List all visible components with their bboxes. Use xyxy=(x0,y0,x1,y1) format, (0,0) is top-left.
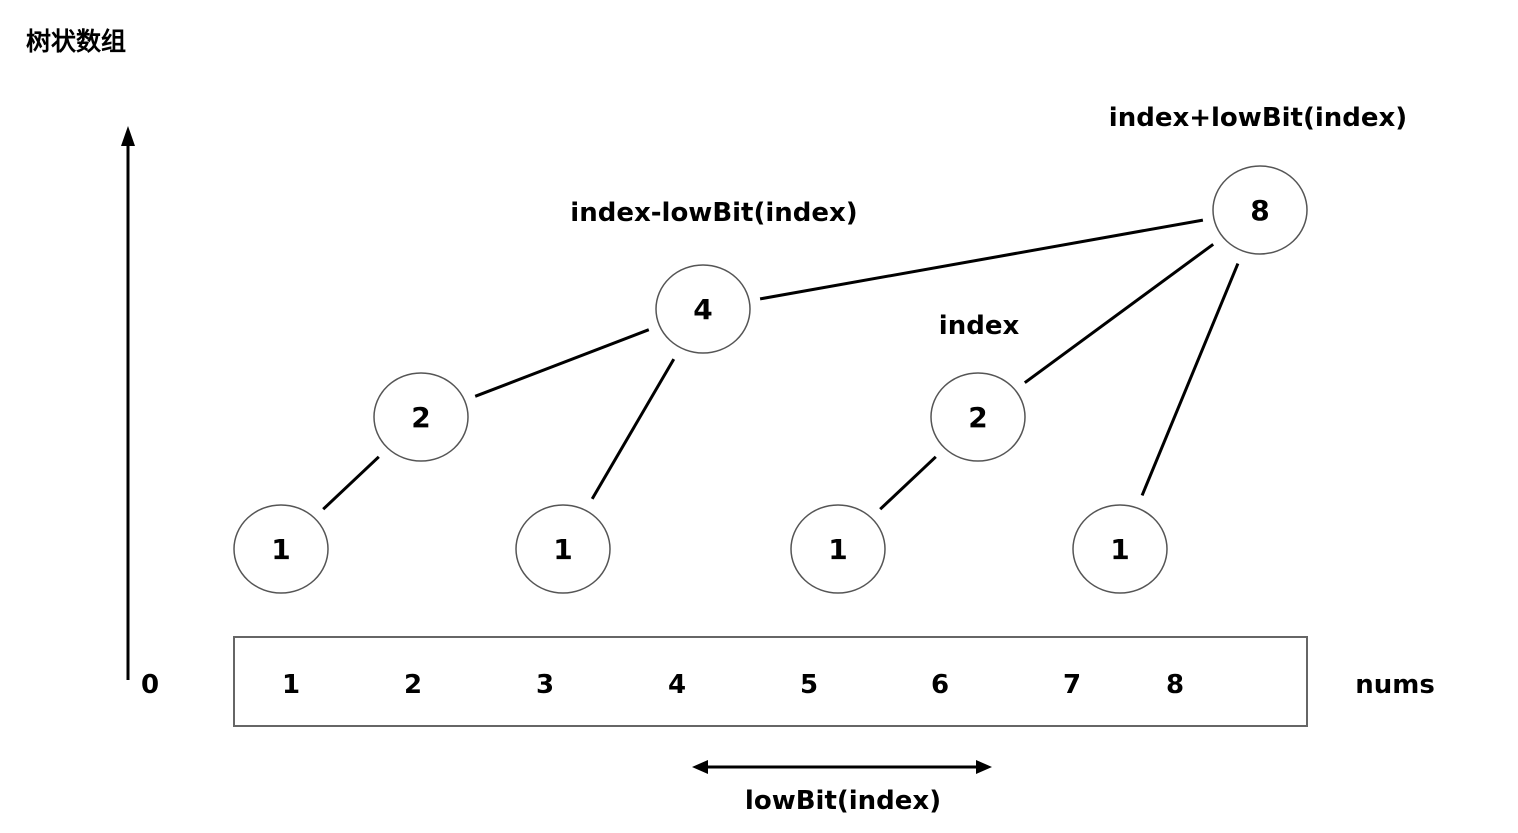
nums-value-4: 4 xyxy=(668,670,686,700)
tree-node-circle xyxy=(373,372,469,462)
tree-edge-n1b-n4 xyxy=(590,358,676,500)
tree-node-value: 8 xyxy=(1250,194,1269,227)
tree-node-n4: 4 xyxy=(655,264,751,354)
diagram-title: 树状数组 xyxy=(26,27,127,56)
tree-node-n8: 8 xyxy=(1212,165,1308,255)
tree-node-n1d: 1 xyxy=(1072,504,1168,594)
upper-formula-label: index+lowBit(index) xyxy=(1109,103,1407,133)
nums-value-5: 5 xyxy=(800,670,818,700)
tree-edge-n4-n8 xyxy=(759,218,1204,301)
tree-node-value: 1 xyxy=(1110,533,1129,566)
tree-node-n1c: 1 xyxy=(790,504,886,594)
tree-edge-n1d-n8 xyxy=(1140,263,1240,496)
nums-array-box xyxy=(233,636,1308,727)
tree-node-n1a: 1 xyxy=(233,504,329,594)
tree-node-circle xyxy=(930,372,1026,462)
tree-edges xyxy=(322,218,1240,511)
tree-node-circle xyxy=(233,504,329,594)
tree-edge-n1c-n2b xyxy=(879,455,937,511)
tree-node-circle xyxy=(655,264,751,354)
nums-array-values: 1 2 3 4 5 6 7 8 xyxy=(282,670,1184,700)
tree-node-value: 2 xyxy=(411,401,430,434)
tree-edge-n2a-n4 xyxy=(474,328,650,398)
lowbit-range-arrow xyxy=(692,760,992,774)
axis-zero-label: 0 xyxy=(141,670,159,700)
tree-node-circle xyxy=(790,504,886,594)
nums-value-2: 2 xyxy=(404,670,422,700)
tree-node-n2b: 2 xyxy=(930,372,1026,462)
nums-value-7: 7 xyxy=(1063,670,1081,700)
nums-value-8: 8 xyxy=(1166,670,1184,700)
nums-label: nums xyxy=(1355,670,1435,700)
tree-node-circle xyxy=(1072,504,1168,594)
index-label: index xyxy=(939,311,1020,341)
tree-node-circle xyxy=(515,504,611,594)
tree-node-value: 4 xyxy=(693,293,712,326)
tree-node-value: 1 xyxy=(553,533,572,566)
nums-value-6: 6 xyxy=(931,670,949,700)
vertical-axis-arrow xyxy=(121,126,135,680)
tree-node-n1b: 1 xyxy=(515,504,611,594)
nums-value-3: 3 xyxy=(536,670,554,700)
lowbit-label: lowBit(index) xyxy=(745,786,941,816)
tree-node-value: 2 xyxy=(968,401,987,434)
tree-node-n2a: 2 xyxy=(373,372,469,462)
tree-node-value: 1 xyxy=(828,533,847,566)
tree-edge-n2b-n8 xyxy=(1023,243,1215,384)
nums-value-1: 1 xyxy=(282,670,300,700)
tree-node-circle xyxy=(1212,165,1308,255)
tree-node-value: 1 xyxy=(271,533,290,566)
tree-nodes: 8 4 2 2 1 1 1 1 xyxy=(233,165,1308,594)
lower-formula-label: index-lowBit(index) xyxy=(570,198,857,228)
tree-edge-n1a-n2a xyxy=(322,455,380,511)
